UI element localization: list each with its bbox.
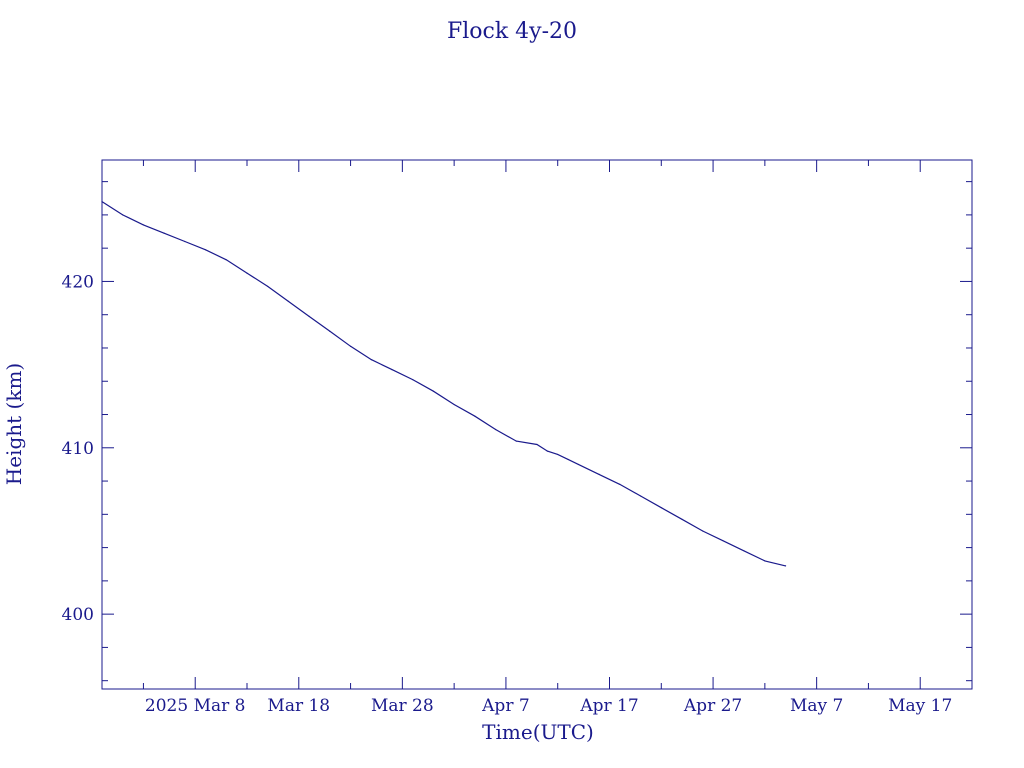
data-point	[557, 453, 559, 456]
data-point	[702, 530, 704, 532]
data-point	[204, 249, 207, 251]
data-point	[764, 560, 766, 562]
data-point	[494, 428, 497, 431]
data-point	[184, 240, 186, 243]
y-tick-labels: 400 410 420	[62, 272, 94, 625]
data-point	[567, 458, 569, 461]
y-tick-label: 410	[62, 439, 94, 459]
data-point	[598, 473, 600, 476]
data-point	[619, 483, 621, 485]
x-tick-label: 2025 Mar 8	[145, 696, 246, 716]
y-tick-label: 400	[62, 605, 94, 625]
x-tick-label: Apr 27	[683, 696, 742, 716]
y-tick-label: 420	[62, 272, 94, 292]
data-point	[308, 315, 310, 317]
data-point	[329, 330, 331, 332]
data-point	[639, 495, 642, 497]
data-point	[101, 200, 103, 203]
data-point	[142, 224, 145, 226]
data-point	[246, 272, 248, 274]
x-tick-label: May 17	[888, 696, 952, 716]
data-point	[370, 359, 372, 361]
data-point	[432, 390, 435, 392]
data-point	[163, 232, 165, 234]
data-point	[122, 214, 124, 216]
plot-frame	[101, 159, 973, 690]
data-point	[743, 550, 745, 552]
series-group	[101, 200, 787, 567]
data-point	[536, 443, 538, 446]
data-point	[267, 285, 269, 288]
data-point	[287, 300, 290, 302]
x-axis-label: Time(UTC)	[482, 720, 594, 744]
x-tick-label: Mar 18	[267, 696, 330, 716]
x-tick-label: Apr 7	[481, 696, 530, 716]
data-point	[474, 415, 476, 417]
x-tick-label: Apr 17	[579, 696, 638, 716]
y-axis-label: Height (km)	[2, 363, 26, 485]
data-point	[722, 540, 725, 542]
data-point	[784, 565, 787, 567]
data-point	[546, 450, 548, 452]
data-point	[681, 518, 683, 520]
chart-title: Flock 4y-20	[447, 19, 577, 44]
axis-ticks	[102, 160, 973, 689]
data-point	[453, 403, 455, 406]
data-point	[225, 259, 227, 261]
data-point	[515, 440, 517, 442]
data-point	[349, 345, 352, 347]
x-tick-label: May 7	[790, 696, 843, 716]
data-point	[660, 507, 662, 509]
data-point	[391, 369, 393, 371]
data-point	[412, 378, 414, 381]
x-tick-label: Mar 28	[371, 696, 434, 716]
x-tick-labels: 2025 Mar 8 Mar 18 Mar 28 Apr 7 Apr 17 Apr 27 M…	[145, 696, 952, 716]
data-point	[577, 463, 580, 466]
series-line	[101, 201, 786, 567]
